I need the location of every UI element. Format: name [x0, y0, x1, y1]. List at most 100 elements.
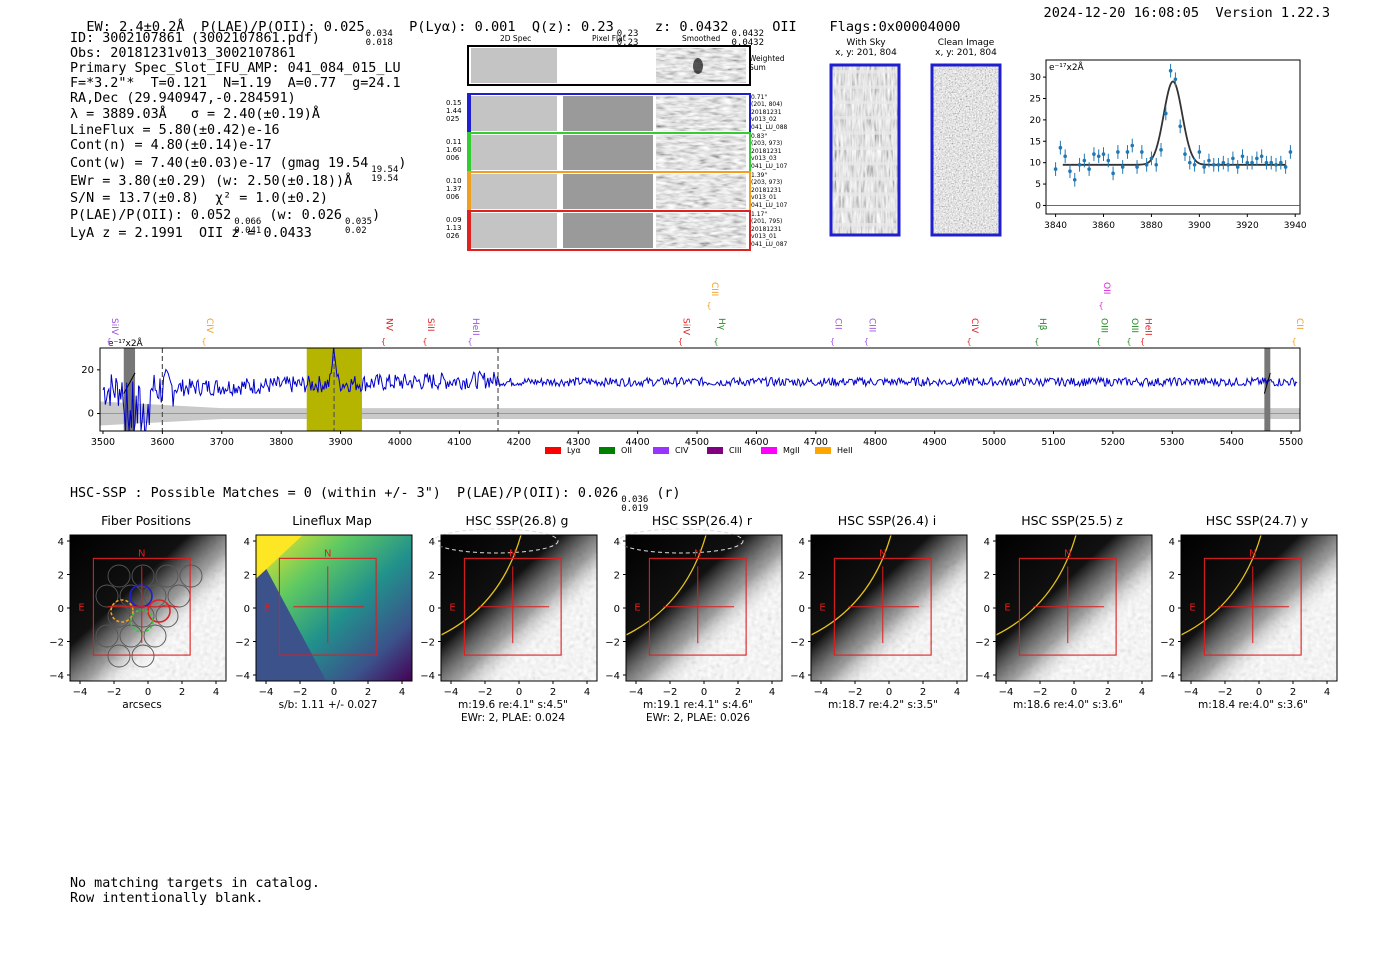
hsc-title-text: HSC-SSP : Possible Matches = 0 (within +…	[70, 486, 619, 501]
right-value: (201, 795)	[751, 218, 783, 226]
fit-data-point	[1154, 163, 1159, 167]
panel-ytick-label: −2	[605, 638, 620, 649]
spec-emission-tick: {	[1292, 337, 1297, 346]
panel-title: Fiber Positions	[101, 513, 191, 528]
spec-emission-tick: {	[706, 301, 711, 310]
contw-lo: 19.54	[371, 174, 399, 184]
info-lyaz: LyA z = 2.1991 OII z = 0.0433	[70, 226, 312, 241]
fit-data-point	[1288, 150, 1293, 154]
fit-data-point	[1226, 163, 1230, 167]
z-hi: 0.0432	[731, 29, 764, 39]
spec-xtick-label: 4700	[804, 437, 828, 448]
panel-fit-ellipse	[1180, 534, 1262, 636]
panel-ytick-label: 2	[429, 571, 435, 582]
compass-east: E	[634, 603, 640, 614]
right-value: 041_LU_088	[751, 123, 788, 131]
spec-emission-label: NV	[383, 318, 393, 332]
panel-xtick-label: 0	[886, 687, 892, 698]
clean-image	[932, 65, 1000, 235]
spec-xtick-label: 5000	[982, 437, 1006, 448]
cutout-2d-spec	[471, 174, 557, 209]
fit-data-point	[1120, 165, 1125, 169]
sky-band	[831, 207, 899, 212]
plae-lo: 0.018	[365, 38, 393, 48]
panel-fit-ellipse	[995, 534, 1077, 636]
fit-data-point	[1106, 158, 1111, 163]
fit-xtick-label: 3920	[1236, 221, 1259, 231]
header-right: 2024-12-20 16:08:05 Version 1.22.3	[1044, 5, 1330, 21]
sky-band	[831, 177, 899, 181]
panel-ytick-label: 4	[799, 537, 805, 548]
fit-data-point	[1202, 165, 1206, 169]
panel-ytick-label: 4	[58, 537, 64, 548]
panel-ytick-label: −2	[975, 638, 990, 649]
spec-xtick-label: 4400	[626, 437, 650, 448]
z-lo: 0.0432	[731, 38, 764, 48]
header-line: EW: 2.4±0.2Å P(LAE)/P(OII): 0.025 0.034 0.…	[70, 3, 960, 48]
spec-emission-tick: {	[678, 337, 683, 346]
spec-emission-label: OIII	[1129, 318, 1139, 333]
fit-data-point	[1173, 77, 1178, 82]
sky-band	[831, 115, 899, 120]
z-range: 0.0432 0.0432	[731, 30, 764, 48]
panel-xtick-label: −4	[814, 687, 829, 698]
plae2-w-lo: 0.02	[344, 226, 367, 236]
right-value: 1.39"	[751, 172, 768, 179]
line-fit-chart: 0 5 10 15 20 25 30 3840 3860 3880 3900 3920 3940 e⁻¹⁷…	[1030, 59, 1307, 231]
right-value: 041_LU_087	[751, 240, 788, 248]
sky-band	[831, 146, 899, 150]
spec-xtick-label: 4800	[863, 437, 887, 448]
panel-ytick-label: 4	[429, 537, 435, 548]
cutout-svg	[467, 45, 751, 251]
fit-data-point	[1192, 163, 1197, 167]
spec-legend-swatch	[761, 447, 777, 454]
cutout-smoothed	[656, 135, 746, 170]
cutout-row-leftbar	[468, 212, 471, 249]
panels-group: Fiber Positions N E −4 −2 0 2 4 4 2 0 −2 −4 arcsecs Li…	[49, 513, 1338, 724]
compass-east: E	[1189, 603, 1195, 614]
panel-ytick-label: −2	[235, 638, 250, 649]
left-value: 006	[446, 193, 460, 201]
panel-ytick-label: 2	[1169, 571, 1175, 582]
fit-data-point	[1068, 169, 1072, 174]
sum-label: Sum	[749, 63, 766, 72]
panel-ytick-label: −2	[49, 638, 64, 649]
panel-xtick-label: −2	[107, 687, 122, 698]
info-fparams: F=*3.2"* T=0.121 N=1.19 A=0.77 g=24.1	[70, 76, 401, 91]
cutout-smoothed	[656, 174, 746, 209]
panel-aperture-box	[648, 557, 747, 656]
cutout-grid: 2D Spec Pixel Flat Smoothed Weighted Sum …	[446, 34, 787, 254]
spec-xtick-label: 5100	[1041, 437, 1065, 448]
weighted-sum-label: Weighted Sum	[749, 54, 785, 72]
panel-xtick-label: −2	[663, 687, 678, 698]
fit-data-point	[1187, 160, 1192, 165]
panel-xtick-label: 4	[584, 687, 590, 698]
panel-image-source	[441, 535, 597, 681]
spec-legend-swatch	[707, 447, 723, 454]
fit-data-point	[1116, 150, 1120, 154]
sky-band	[831, 70, 899, 74]
info-lambda: λ = 3889.03Å σ = 2.40(±0.19)Å	[70, 107, 320, 122]
panel-ytick-label: 2	[244, 571, 250, 582]
fiber-circle	[143, 624, 167, 648]
spec-emission-label: CIV	[204, 318, 214, 334]
right-value: 0.71"	[751, 94, 768, 101]
spec-emission-label: SiIV	[680, 318, 690, 336]
cutout-smoothed	[656, 213, 746, 248]
plae2-hi: 0.066	[234, 217, 262, 227]
compass-east: E	[819, 603, 825, 614]
cutout-row-right-label: 1.39" (203, 973) 20181231 v013_01 041_LU_107	[751, 172, 787, 209]
panel-1: Fiber Positions N E −4 −2 0 2 4 4 2 0 −2 −4 arcsecs	[49, 513, 227, 711]
hsc-plae-range: 0.036 0.019	[621, 496, 648, 514]
compass-east: E	[264, 603, 270, 614]
left-value: 0.09	[446, 216, 462, 224]
right-value: v013_02	[751, 116, 777, 124]
cutout-row-leftbar	[468, 173, 471, 210]
spec-emission-label: SiIV	[109, 318, 119, 336]
fiber-circle	[95, 584, 119, 608]
compass-north: N	[324, 548, 331, 559]
fit-data-point	[1197, 150, 1202, 154]
